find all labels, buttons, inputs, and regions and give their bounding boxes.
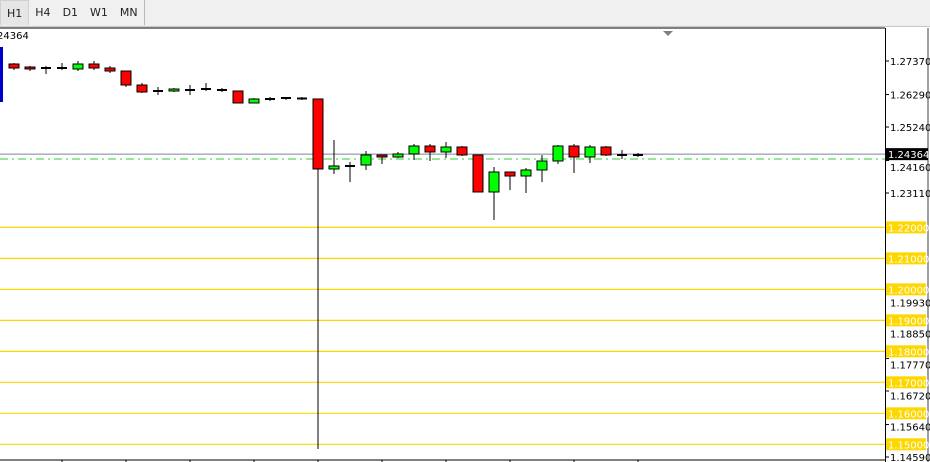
level-price-label: 1.20000: [888, 285, 929, 296]
price-axis-label: 1.25240: [890, 123, 930, 134]
tab-d1[interactable]: D1: [62, 6, 79, 19]
bearish-candle: [136, 84, 148, 93]
bearish-candle: [600, 146, 612, 156]
level-price-tag: [886, 283, 926, 296]
level-price-tag: [886, 345, 926, 358]
level-price-tag: [886, 314, 926, 327]
tab-mn[interactable]: MN: [119, 6, 138, 19]
level-price-tag: [886, 221, 926, 234]
price-axis-label: 1.15640: [890, 422, 930, 433]
bearish-candle: [312, 98, 324, 170]
price-axis-label: 1.17770: [890, 360, 930, 371]
level-price-tag: [886, 376, 926, 389]
level-price-label: 1.22000: [888, 223, 929, 234]
level-price-label: 1.21000: [888, 254, 929, 265]
level-price-label: 1.15000: [888, 440, 929, 451]
level-price-tag: [886, 252, 926, 265]
tab-h4[interactable]: H4: [35, 6, 51, 19]
current-price-tag: [886, 148, 928, 161]
current-price-label: 1.24364: [888, 150, 929, 161]
bullish-candle: [168, 88, 180, 92]
bullish-candle: [536, 160, 548, 171]
tab-h1[interactable]: H1: [0, 0, 30, 25]
bearish-candle: [24, 66, 36, 70]
price-axis-label: 1.26290: [890, 90, 930, 101]
tab-w1[interactable]: W1: [90, 6, 108, 19]
bearish-candle: [232, 90, 244, 104]
price-axis-label: 1.14590: [890, 453, 930, 462]
price-axis-label: 1.27370: [890, 57, 930, 68]
price-chart[interactable]: 1.27370 1.26290 1.25240 1.24160 1.23110 1.199…: [0, 27, 930, 462]
corner-price-label: 24364: [0, 31, 29, 42]
price-axis-label: 1.16720: [890, 391, 930, 402]
price-axis-label: 1.23110: [890, 189, 930, 200]
bullish-candle: [72, 63, 84, 70]
bullish-candle: [584, 146, 596, 158]
bearish-candle: [120, 70, 132, 86]
blue-marker: [0, 47, 3, 102]
level-price-label: 1.17000: [888, 378, 929, 389]
bearish-candle: [568, 145, 580, 158]
level-price-tag: [886, 407, 926, 420]
timeframe-toolbar: H1 H4 D1 W1 MN: [0, 0, 930, 27]
level-price-label: 1.19000: [888, 316, 929, 327]
bullish-candle: [440, 146, 452, 153]
bearish-candle: [424, 145, 436, 153]
level-price-label: 1.18000: [888, 347, 929, 358]
bearish-candle: [504, 171, 516, 177]
price-axis-label: 1.24160: [890, 163, 930, 174]
level-price-label: 1.16000: [888, 409, 929, 420]
bullish-candle: [520, 169, 532, 177]
bullish-candle: [360, 154, 372, 166]
bullish-candle: [488, 171, 500, 193]
price-axis-label: 1.19930: [890, 298, 930, 309]
bearish-candle: [104, 67, 116, 72]
bullish-candle: [248, 98, 260, 104]
bearish-candle: [472, 154, 484, 193]
bullish-candle: [392, 153, 404, 158]
level-price-tag: [886, 438, 926, 451]
bullish-candle: [408, 145, 420, 155]
bearish-candle: [8, 63, 20, 69]
bullish-candle: [552, 145, 564, 162]
bearish-candle: [456, 146, 468, 156]
price-axis-label: 1.18850: [890, 329, 930, 340]
bearish-candle: [376, 154, 388, 158]
timeframe-tabs: H1 H4 D1 W1 MN: [0, 0, 145, 25]
bullish-candle: [328, 165, 340, 170]
bearish-candle: [88, 63, 100, 69]
chart-shift-marker-icon: [663, 31, 673, 36]
